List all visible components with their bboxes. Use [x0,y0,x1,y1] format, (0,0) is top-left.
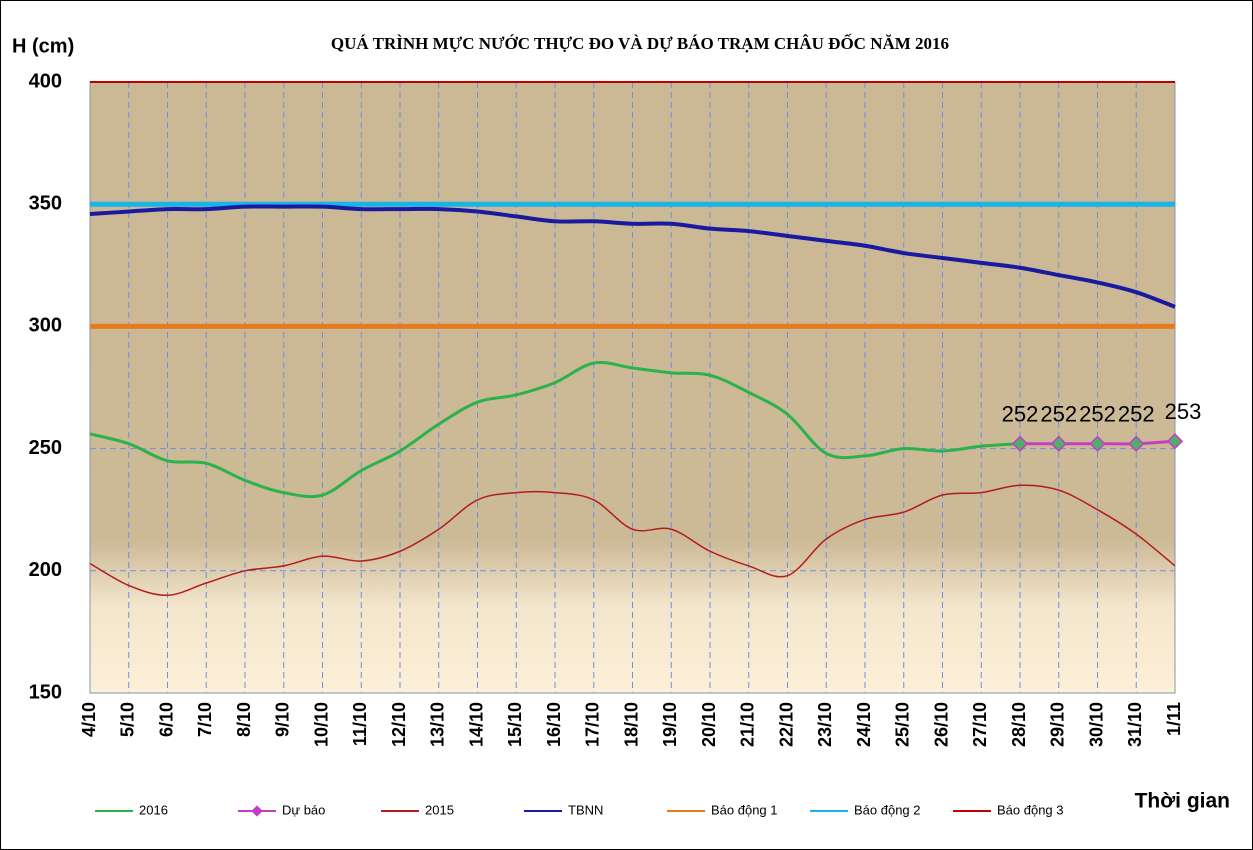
x-tick-label: 28/10 [1009,702,1029,747]
y-axis-label: H (cm) [12,35,74,57]
data-label: 252 [1079,402,1116,427]
legend-label: 2015 [425,802,454,817]
x-tick-label: 26/10 [931,702,951,747]
x-tick-label: 4/10 [79,702,99,737]
x-tick-label: 12/10 [389,702,409,747]
data-label: 253 [1165,399,1202,424]
x-tick-label: 30/10 [1086,702,1106,747]
x-tick-label: 17/10 [583,702,603,747]
series-line [89,204,1176,309]
x-tick-label: 15/10 [505,702,525,747]
y-tick-label: 250 [29,437,62,459]
x-tick-label: 8/10 [234,702,254,737]
x-tick-label: 23/10 [815,702,835,747]
x-tick-label: 27/10 [970,702,990,747]
x-tick-label: 9/10 [273,702,293,737]
point [1128,435,1145,452]
legend-label: Báo động 3 [997,802,1064,817]
x-tick-label: 22/10 [776,702,796,747]
point [1011,435,1029,452]
x-tick-label: 14/10 [466,702,486,747]
legend-label: Dự báo [282,802,325,817]
x-tick-label: 18/10 [621,702,641,747]
legend-label: TBNN [568,802,603,817]
chart-title: QUÁ TRÌNH MỰC NƯỚC THỰC ĐO VÀ DỰ BÁO TRẠ… [331,33,949,53]
x-tick-label: 6/10 [156,702,176,737]
point [1050,435,1067,452]
legend-label: Báo động 1 [711,802,778,817]
legend-label: 2016 [139,802,168,817]
data-label: 252 [1118,402,1155,427]
x-tick-label: 24/10 [854,702,874,747]
x-tick-label: 1/11 [1164,702,1184,736]
y-tick-label: 200 [29,559,62,581]
x-tick-label: 29/10 [1048,702,1068,747]
x-tick-label: 5/10 [118,702,138,737]
series-line [89,484,1176,596]
series-line [89,361,1021,499]
y-tick-label: 350 [29,192,62,214]
x-tick-label: 25/10 [893,702,913,747]
data-label: 252 [1040,402,1077,427]
x-tick-label: 19/10 [660,702,680,747]
point [1089,435,1106,452]
x-tick-label: 7/10 [195,702,215,737]
x-tick-label: 20/10 [699,702,719,747]
y-tick-label: 300 [29,315,62,337]
x-tick-label: 13/10 [428,702,448,747]
x-tick-label: 21/10 [738,702,758,747]
point [1166,433,1184,450]
legend-label: Báo động 2 [854,802,921,817]
x-tick-label: 31/10 [1125,702,1145,747]
y-tick-label: 150 [29,681,62,703]
data-label: 252 [1002,402,1039,427]
legend-marker [251,805,263,817]
x-tick-label: 11/10 [350,702,370,746]
y-tick-label: 400 [29,70,62,92]
x-axis-label: Thời gian [1135,790,1230,813]
x-tick-label: 10/10 [311,702,331,747]
x-tick-label: 16/10 [544,702,564,747]
